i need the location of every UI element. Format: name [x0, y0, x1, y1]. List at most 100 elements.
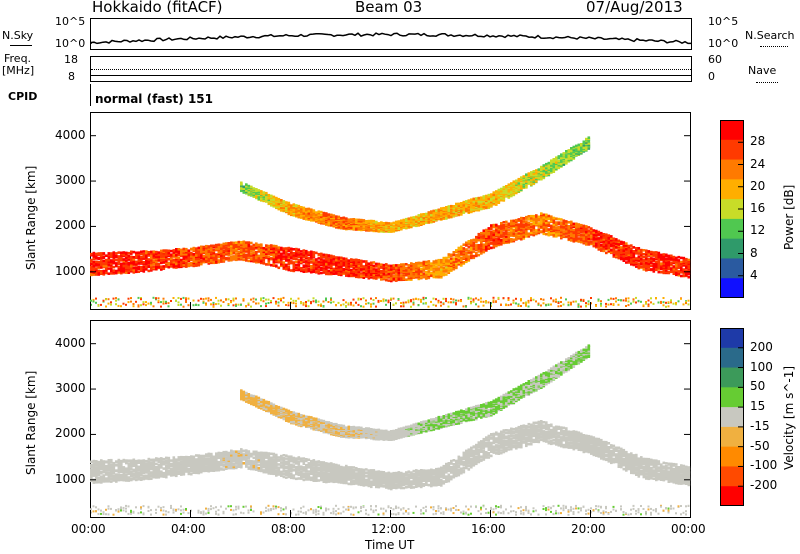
range-cell [97, 273, 101, 276]
range-cell [255, 253, 258, 256]
range-cell [362, 224, 366, 227]
range-cell [350, 303, 352, 306]
range-cell [625, 256, 628, 260]
range-cell [442, 215, 446, 219]
range-cell [100, 270, 103, 273]
range-cell [612, 248, 616, 251]
range-cell [412, 216, 416, 219]
range-cell [437, 267, 441, 270]
range-cell [590, 233, 593, 236]
range-cell [512, 219, 516, 223]
range-cell [262, 297, 265, 300]
range-cell [367, 275, 371, 279]
range-cell [150, 252, 153, 255]
range-cell [635, 248, 638, 252]
range-cell [502, 187, 506, 190]
range-cell [335, 270, 338, 273]
range-cell [105, 262, 108, 266]
range-cell [235, 241, 238, 244]
range-cell [172, 253, 176, 256]
range-cell [392, 303, 395, 306]
range-cell [580, 240, 583, 244]
range-cell [440, 270, 443, 273]
range-cell [217, 254, 221, 257]
range-cell [687, 266, 691, 270]
range-cell [215, 243, 218, 247]
range-cell [372, 219, 376, 223]
range-cell [500, 222, 503, 225]
range-cell [500, 227, 503, 230]
range-cell [372, 273, 376, 277]
range-cell [245, 244, 248, 247]
range-cell [420, 298, 422, 301]
range-cell [197, 252, 201, 255]
range-cell [645, 254, 648, 257]
range-cell [345, 259, 348, 262]
range-cell [517, 235, 521, 238]
range-cell [405, 269, 408, 272]
range-cell [547, 168, 551, 172]
range-cell [420, 218, 423, 221]
range-cell [410, 305, 412, 308]
range-cell [635, 262, 638, 266]
range-cell [620, 256, 623, 259]
range-cell [230, 246, 233, 249]
range-cell [185, 301, 187, 303]
range-cell [362, 297, 365, 300]
range-cell [317, 300, 320, 303]
range-cell [545, 215, 548, 219]
range-cell [422, 296, 425, 299]
range-cell [252, 251, 256, 255]
range-cell [577, 148, 581, 151]
range-cell [435, 298, 437, 301]
range-cell [527, 174, 531, 178]
range-cell [365, 260, 368, 263]
range-cell [402, 305, 405, 308]
range-cell [277, 256, 281, 259]
range-cell [622, 244, 626, 247]
range-cell [542, 219, 546, 222]
range-cell [360, 267, 363, 271]
range-cell [617, 244, 621, 248]
range-cell [552, 231, 556, 235]
range-cell [650, 261, 653, 264]
range-cell [640, 257, 643, 261]
range-cell [412, 267, 416, 270]
range-cell [482, 250, 486, 254]
range-cell [442, 303, 445, 306]
range-cell [555, 160, 558, 164]
range-cell [212, 256, 216, 259]
range-cell [317, 266, 321, 269]
range-cell [137, 253, 141, 256]
range-cell [490, 226, 493, 229]
range-cell [455, 204, 458, 207]
range-cell [417, 270, 421, 274]
range-cell [322, 265, 326, 268]
range-cell [325, 272, 328, 276]
range-cell [452, 263, 456, 266]
range-cell [220, 246, 223, 249]
range-cell [102, 262, 106, 266]
range-cell [95, 255, 98, 258]
range-cell [137, 267, 141, 271]
range-cell [642, 259, 646, 262]
date-title: 07/Aug/2013 [586, 0, 683, 16]
range-cell [407, 217, 411, 220]
range-cell [685, 264, 688, 268]
range-cell [280, 246, 283, 250]
range-cell [535, 173, 538, 177]
range-cell [202, 298, 205, 301]
range-cell [527, 221, 531, 225]
range-cell [125, 251, 128, 255]
range-cell [392, 264, 396, 267]
range-cell [215, 303, 217, 306]
range-cell [607, 243, 611, 247]
range-cell [160, 268, 163, 271]
range-cell [677, 259, 681, 262]
range-cell [172, 262, 176, 266]
range-cell [95, 252, 98, 256]
range-cell [600, 247, 603, 250]
range-cell [92, 263, 96, 267]
range-cell [552, 223, 556, 227]
range-cell [495, 237, 498, 241]
